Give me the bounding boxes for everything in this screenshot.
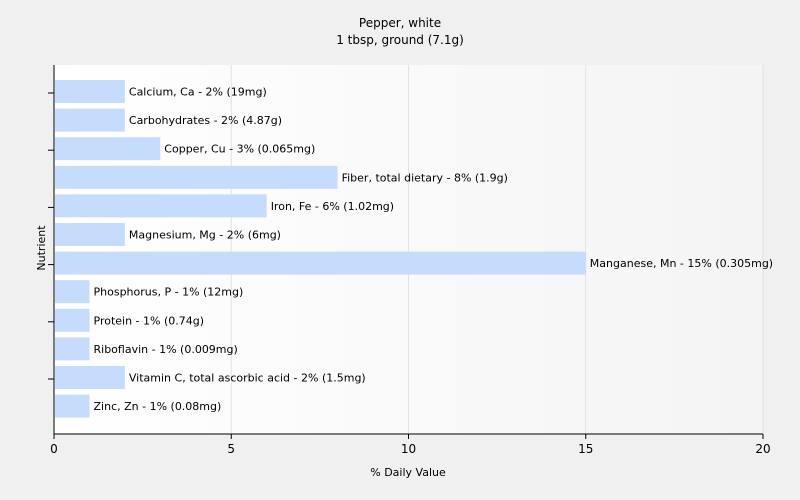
bar xyxy=(55,394,90,418)
x-tick-label: 5 xyxy=(227,442,235,456)
bar xyxy=(55,165,338,189)
chart-subtitle: 1 tbsp, ground (7.1g) xyxy=(336,33,464,47)
x-axis-title: % Daily Value xyxy=(370,466,446,479)
bar-label: Carbohydrates - 2% (4.87g) xyxy=(129,114,282,127)
bar-label: Protein - 1% (0.74g) xyxy=(94,314,205,327)
x-tick-label: 20 xyxy=(755,442,770,456)
bar-label: Magnesium, Mg - 2% (6mg) xyxy=(129,229,281,242)
bar xyxy=(55,280,90,304)
bar xyxy=(55,223,125,246)
y-ticks-group xyxy=(48,92,54,380)
x-tick-label: 10 xyxy=(401,442,416,456)
bar-label: Iron, Fe - 6% (1.02mg) xyxy=(271,200,394,213)
grid-lines xyxy=(230,65,764,434)
bars-group xyxy=(55,80,586,418)
y-axis-title: Nutrient xyxy=(35,225,48,271)
bar xyxy=(55,337,90,361)
bar-label: Fiber, total dietary - 8% (1.9g) xyxy=(342,171,508,184)
x-tick-label: 0 xyxy=(50,442,58,456)
bar-label: Copper, Cu - 3% (0.065mg) xyxy=(164,143,315,156)
x-ticks-group: 0 5 10 15 20 xyxy=(50,434,771,456)
bar xyxy=(55,251,586,275)
bar-labels-group: Calcium, Ca - 2% (19mg) Carbohydrates - 2… xyxy=(94,86,774,414)
bar xyxy=(55,308,90,332)
bar xyxy=(55,80,125,103)
bar xyxy=(55,137,161,161)
bar-label: Zinc, Zn - 1% (0.08mg) xyxy=(94,400,222,413)
bar-label: Riboflavin - 1% (0.009mg) xyxy=(94,343,238,356)
bar-label: Phosphorus, P - 1% (12mg) xyxy=(94,286,244,299)
bar xyxy=(55,194,267,218)
bar-label: Vitamin C, total ascorbic acid - 2% (1.5… xyxy=(129,372,366,385)
bar-label: Calcium, Ca - 2% (19mg) xyxy=(129,86,267,99)
bar xyxy=(55,108,125,132)
chart-title: Pepper, white xyxy=(359,16,441,30)
bar-label: Manganese, Mn - 15% (0.305mg) xyxy=(590,257,773,270)
bar xyxy=(55,366,125,389)
x-tick-label: 15 xyxy=(578,442,593,456)
